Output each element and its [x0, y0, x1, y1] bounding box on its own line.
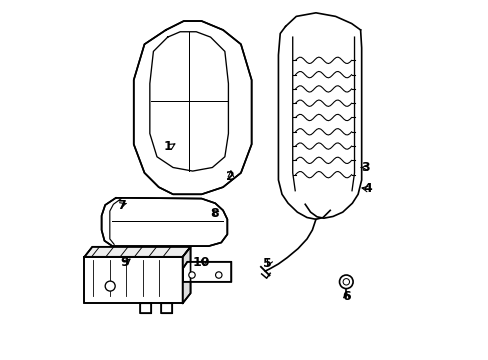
Text: 3: 3: [361, 161, 369, 174]
Text: 7: 7: [117, 198, 125, 212]
Circle shape: [215, 272, 222, 278]
Polygon shape: [140, 303, 150, 313]
Polygon shape: [183, 262, 231, 282]
Text: 6: 6: [341, 289, 350, 303]
Polygon shape: [84, 257, 183, 303]
Circle shape: [343, 279, 349, 285]
Circle shape: [339, 275, 352, 289]
Circle shape: [105, 281, 115, 291]
Polygon shape: [102, 198, 227, 246]
Polygon shape: [183, 247, 190, 303]
Text: 8: 8: [209, 207, 218, 220]
Polygon shape: [134, 21, 251, 194]
Text: 2: 2: [225, 170, 234, 183]
Text: 5: 5: [263, 257, 271, 270]
Text: 9: 9: [120, 256, 129, 269]
Text: 4: 4: [363, 183, 371, 195]
Text: 1: 1: [163, 140, 172, 153]
Text: 10: 10: [192, 256, 210, 269]
Polygon shape: [84, 247, 190, 257]
Polygon shape: [161, 303, 172, 313]
Circle shape: [188, 272, 195, 278]
